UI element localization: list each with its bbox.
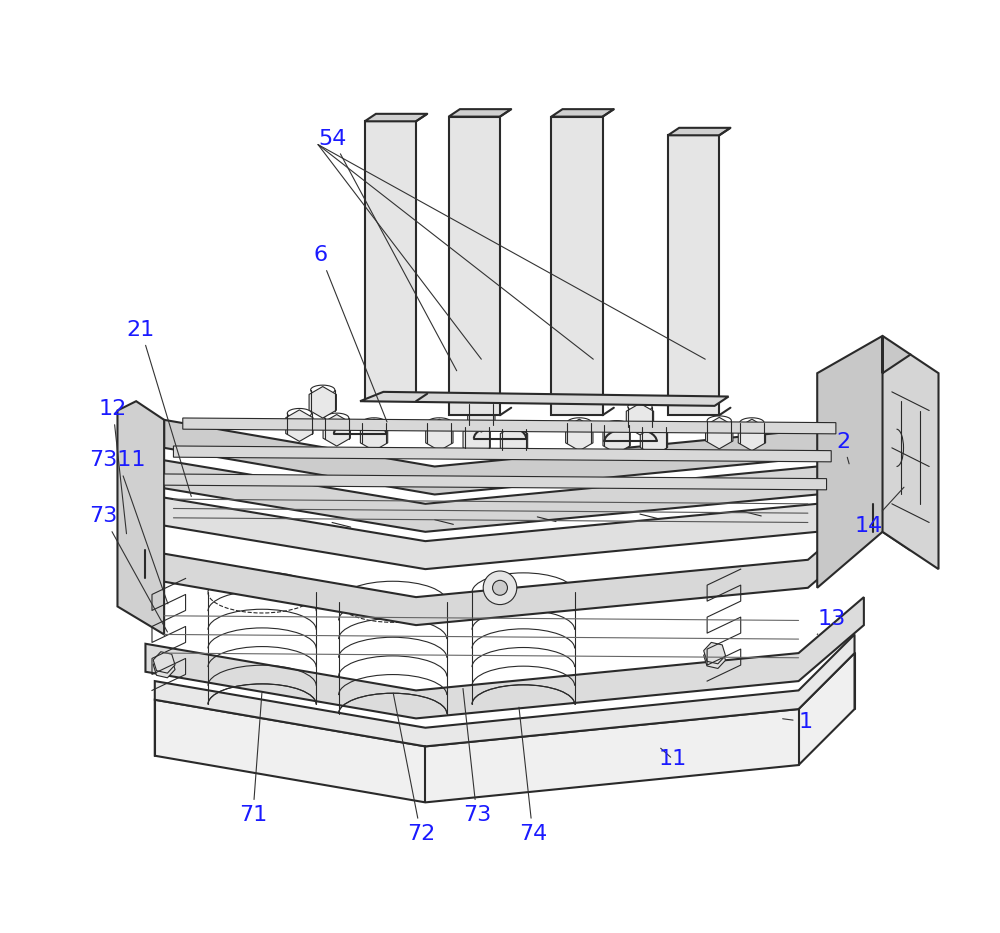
Text: 11: 11 xyxy=(659,748,687,769)
Polygon shape xyxy=(164,474,827,490)
Polygon shape xyxy=(449,109,511,117)
Text: 21: 21 xyxy=(127,320,191,496)
Polygon shape xyxy=(883,336,939,569)
Text: 71: 71 xyxy=(239,693,267,825)
Text: 2: 2 xyxy=(836,432,850,464)
Polygon shape xyxy=(173,446,831,462)
Text: 1: 1 xyxy=(783,712,813,731)
Polygon shape xyxy=(145,448,883,569)
Polygon shape xyxy=(155,653,855,802)
Polygon shape xyxy=(365,121,416,401)
Polygon shape xyxy=(164,373,883,494)
Polygon shape xyxy=(668,128,730,135)
Polygon shape xyxy=(551,109,614,117)
Polygon shape xyxy=(360,392,729,406)
Circle shape xyxy=(483,571,517,605)
Text: 13: 13 xyxy=(817,609,845,634)
Polygon shape xyxy=(551,117,603,415)
Polygon shape xyxy=(145,597,864,718)
Text: 14: 14 xyxy=(855,487,904,536)
Text: 12: 12 xyxy=(99,399,127,534)
Polygon shape xyxy=(668,135,719,415)
Polygon shape xyxy=(365,114,427,121)
Circle shape xyxy=(493,580,507,595)
Polygon shape xyxy=(145,411,883,532)
Text: 7311: 7311 xyxy=(89,451,168,604)
Text: 74: 74 xyxy=(519,707,547,843)
Polygon shape xyxy=(449,117,500,415)
Text: 72: 72 xyxy=(393,693,435,843)
Text: 73: 73 xyxy=(463,689,491,825)
Text: 73: 73 xyxy=(89,507,167,632)
Text: 6: 6 xyxy=(313,245,387,422)
Polygon shape xyxy=(817,336,911,588)
Polygon shape xyxy=(117,401,164,634)
Polygon shape xyxy=(145,504,873,625)
Polygon shape xyxy=(155,634,855,746)
Polygon shape xyxy=(183,418,836,434)
Text: 54: 54 xyxy=(318,129,457,370)
